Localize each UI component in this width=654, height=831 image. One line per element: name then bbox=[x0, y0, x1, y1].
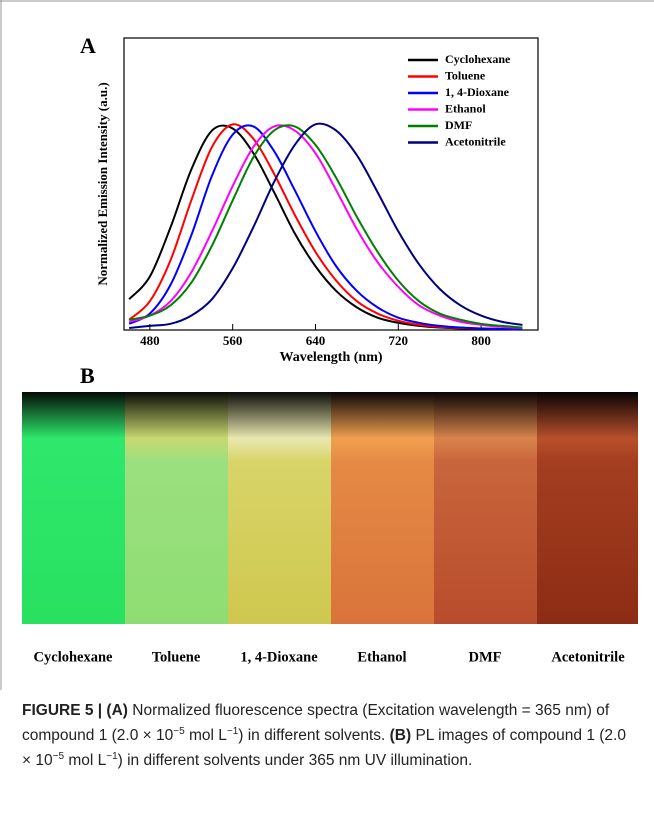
legend-label: DMF bbox=[445, 118, 472, 132]
series-line bbox=[128, 124, 523, 331]
caption-text: mol L bbox=[64, 752, 107, 769]
vial bbox=[125, 392, 228, 624]
y-axis-title: Normalized Emission Intensity (a.u.) bbox=[95, 82, 110, 285]
vial bbox=[228, 392, 331, 624]
plot-frame bbox=[123, 37, 539, 331]
figure: A B 480 560 640 720 800 Wavelength (nm) Normal… bbox=[0, 0, 654, 690]
x-tick-label: 640 bbox=[306, 333, 326, 348]
legend-label: Acetonitrile bbox=[445, 134, 506, 148]
series-line bbox=[129, 122, 523, 329]
legend-label: 1, 4-Dioxane bbox=[445, 85, 510, 99]
caption-text: ) in different solvents. bbox=[238, 727, 390, 744]
caption-text: PL images of compound 1 (2.0 × 10 bbox=[22, 727, 626, 769]
series-line bbox=[128, 124, 523, 331]
series-line bbox=[128, 124, 523, 329]
series-line bbox=[128, 124, 523, 329]
vial-label: Ethanol bbox=[357, 649, 406, 665]
caption-text: −5 bbox=[52, 750, 65, 762]
x-tick-label: 560 bbox=[223, 333, 243, 348]
caption-text: −1 bbox=[226, 725, 239, 737]
vial-label: 1, 4-Dioxane bbox=[240, 649, 318, 665]
photo bbox=[22, 392, 638, 624]
vial-label: Cyclohexane bbox=[34, 649, 114, 665]
vial-label: Toluene bbox=[152, 649, 201, 665]
vial bbox=[537, 392, 638, 624]
x-tick-label: 480 bbox=[140, 333, 160, 348]
vial bbox=[434, 392, 537, 624]
panel-label: A bbox=[80, 33, 96, 58]
legend-label: Cyclohexane bbox=[445, 52, 511, 66]
caption-text: −1 bbox=[106, 750, 118, 762]
legend-label: Ethanol bbox=[445, 101, 486, 115]
caption-text: (B) bbox=[389, 727, 412, 744]
caption-text: −5 bbox=[173, 725, 185, 737]
vial-label: Acetonitrile bbox=[551, 649, 625, 665]
vial bbox=[22, 392, 125, 624]
caption-text: Normalized fluorescence spectra (Excitat… bbox=[22, 702, 610, 744]
caption-text: mol L bbox=[184, 727, 227, 744]
x-axis-title: Wavelength (nm) bbox=[279, 350, 382, 365]
caption: FIGURE 5 | (A) Normalized fluorescence s… bbox=[22, 698, 637, 773]
series-line bbox=[128, 123, 523, 331]
legend-label: Toluene bbox=[445, 68, 486, 82]
vial bbox=[331, 392, 434, 624]
x-tick-label: 800 bbox=[471, 333, 491, 348]
caption-text: ) in different solvents under 365 nm UV … bbox=[117, 752, 473, 769]
x-tick-label: 720 bbox=[389, 333, 409, 348]
caption-text: FIGURE 5 | (A) bbox=[22, 702, 128, 719]
panel-label: B bbox=[80, 363, 95, 388]
vial-label: DMF bbox=[468, 649, 501, 665]
